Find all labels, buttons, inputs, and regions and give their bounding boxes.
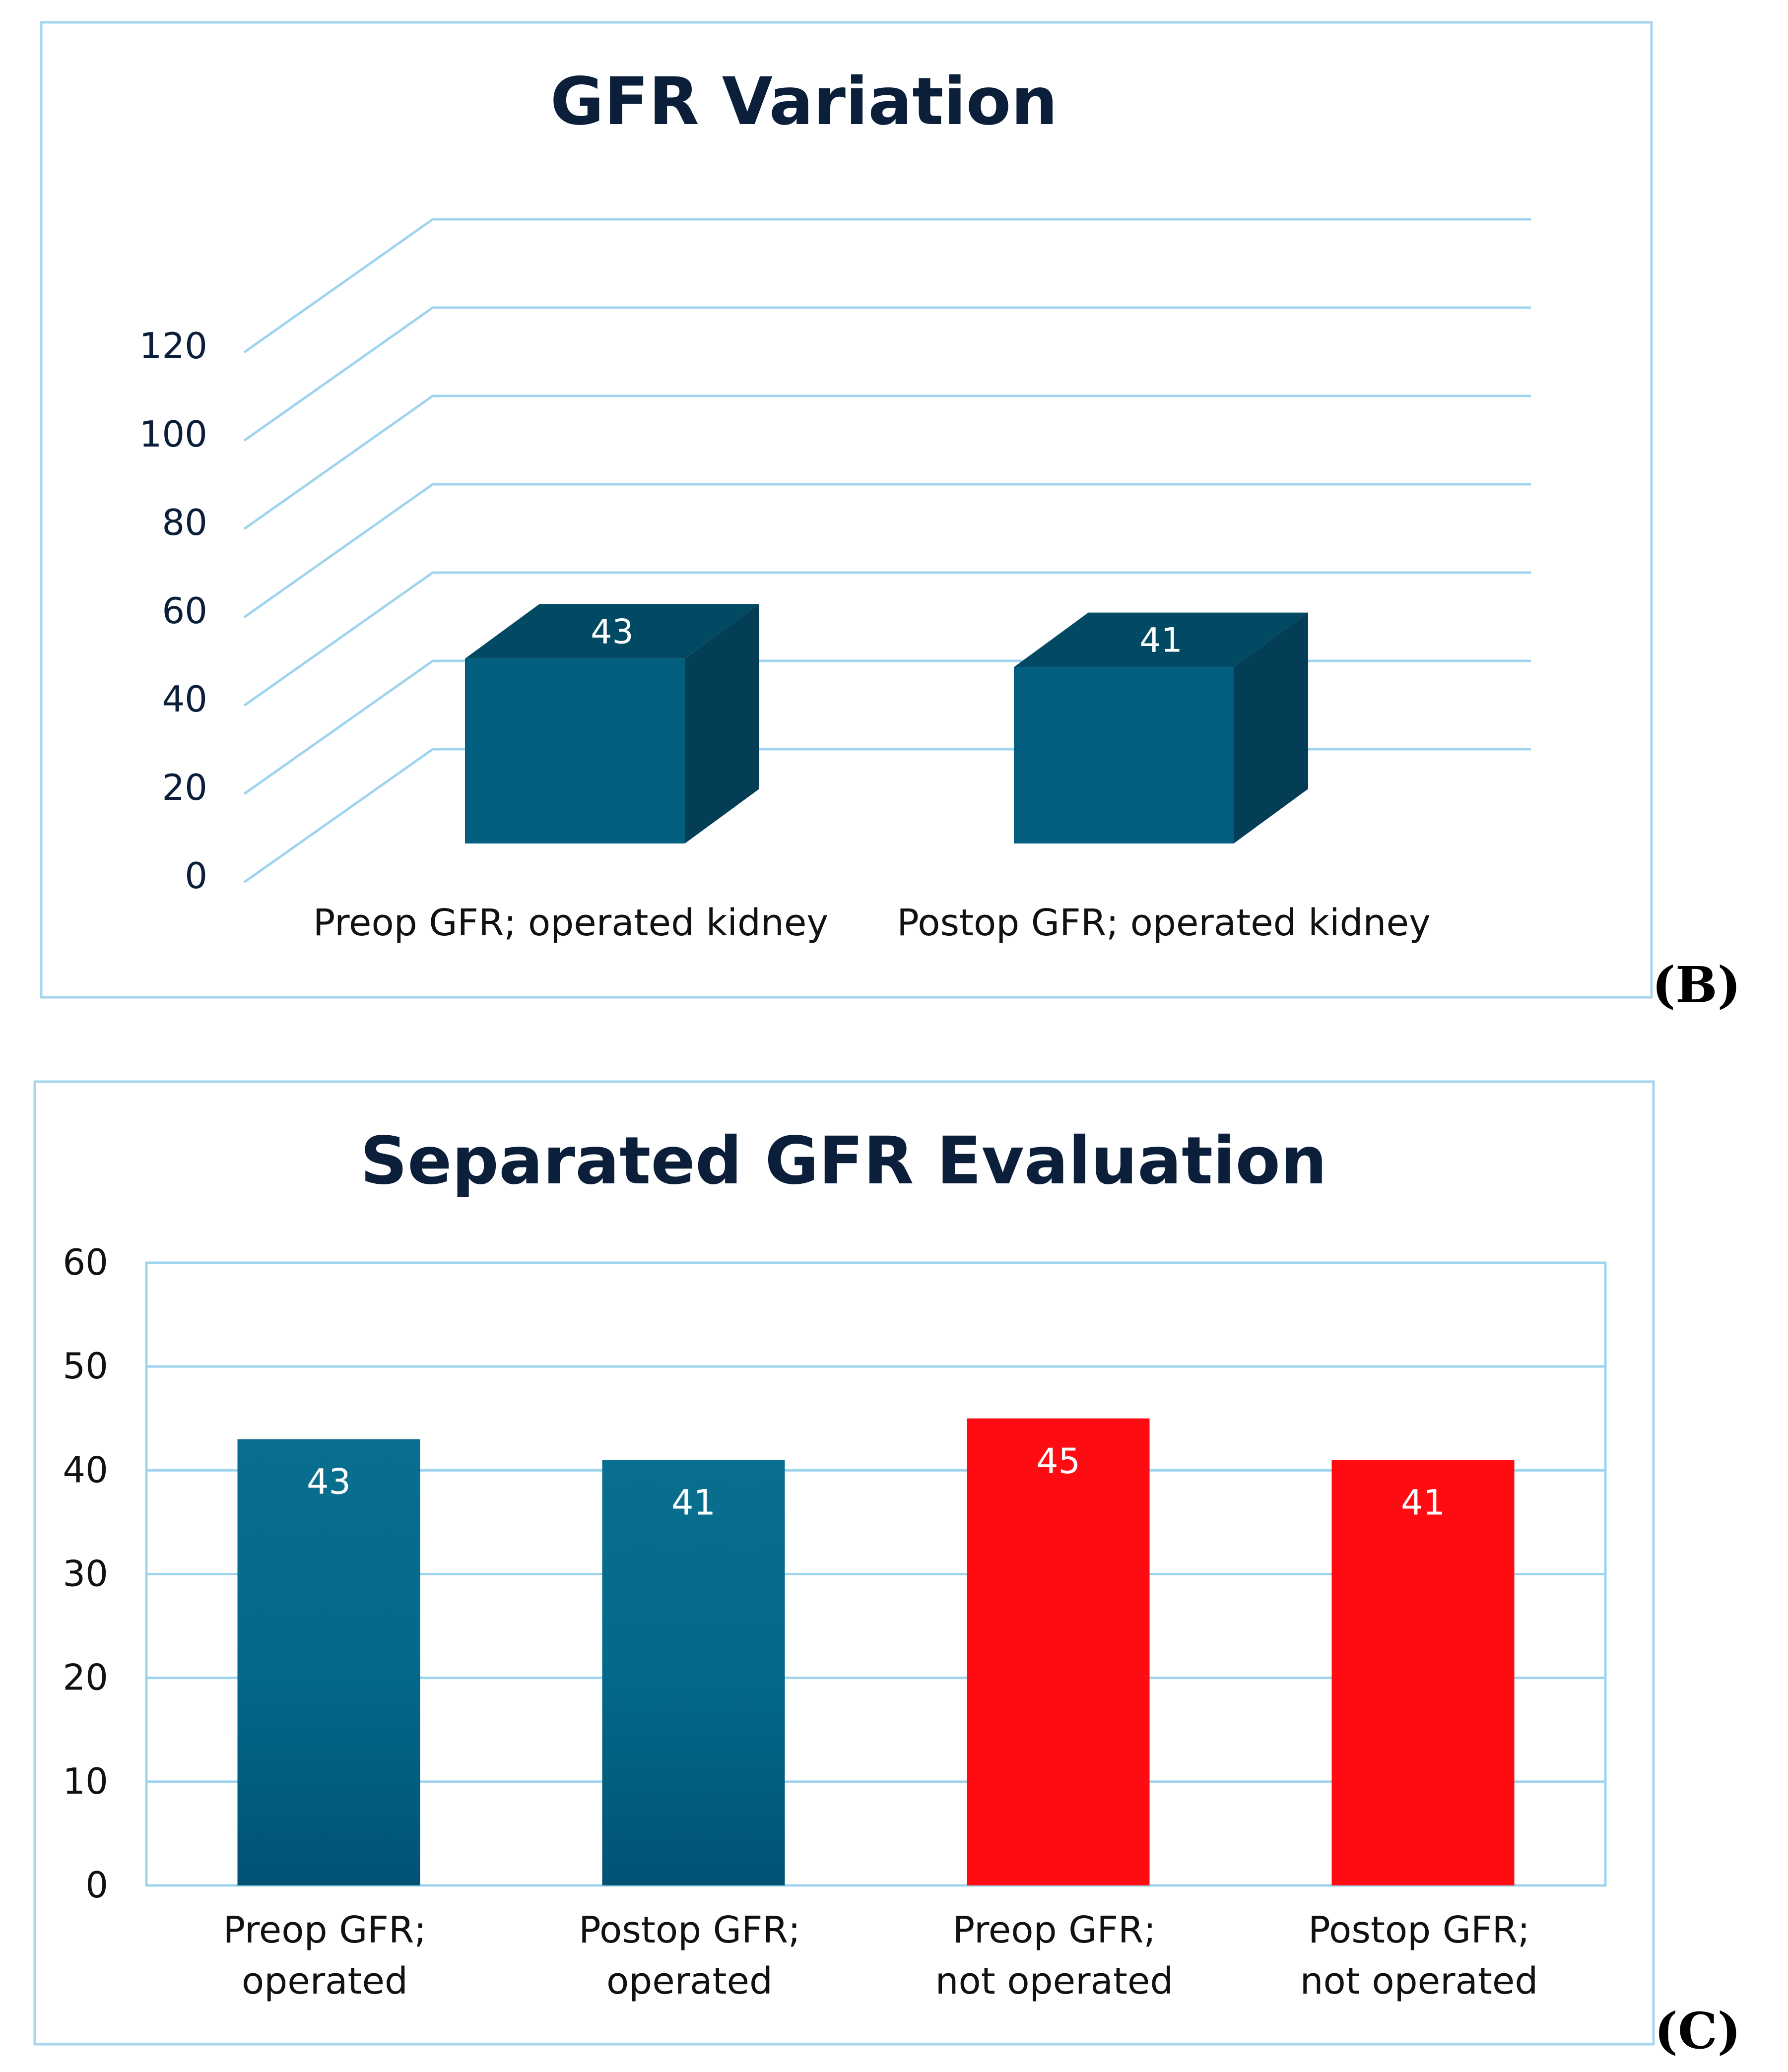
panel-c-y-tick-label: 10 <box>63 1760 108 1802</box>
panel-b: GFR Variation 0 20 40 60 80 100 120 43 41 Preop… <box>40 21 1653 999</box>
panel-c-bars: 43 41 45 41 <box>237 1418 1515 1885</box>
panel-b-gridline <box>243 218 1531 354</box>
panel-c-y-tick-label: 60 <box>63 1241 108 1283</box>
panel-b-gridline <box>243 483 1531 619</box>
panel-b-gridline <box>243 306 1531 442</box>
panel-c-category-label: not operated <box>1300 1960 1538 2003</box>
panel-b-bar-top <box>465 604 759 659</box>
panel-c-title: Separated GFR Evaluation <box>360 1123 1327 1199</box>
panel-b-gridline <box>243 394 1531 530</box>
panel-c-data-label: 45 <box>1036 1441 1080 1482</box>
panel-b-y-tick-label: 80 <box>162 502 207 543</box>
panel-c-bar <box>967 1418 1150 1885</box>
panel-c-category-label: not operated <box>935 1960 1174 2003</box>
panel-c-category-label: Postop GFR; <box>579 1909 800 1951</box>
panel-c-bar <box>602 1460 785 1885</box>
panel-c-category-label: Postop GFR; <box>1308 1909 1530 1951</box>
panel-c-data-label: 43 <box>307 1462 351 1502</box>
panel-c-category-label: operated <box>242 1960 408 2003</box>
panel-c-bar <box>237 1439 420 1885</box>
panel-b-bar-side <box>1234 612 1308 843</box>
panel-c-x-axis: Preop GFR; operated Postop GFR; operated Pre… <box>223 1909 1538 2003</box>
panel-c-bar <box>1331 1460 1515 1885</box>
panel-c-label: (C) <box>1655 2002 1741 2060</box>
panel-b-bar-top <box>1014 612 1308 667</box>
panel-c-y-tick-label: 0 <box>85 1864 108 1906</box>
panel-b-gridlines <box>243 218 1531 884</box>
panel-b-gridline <box>243 571 1531 707</box>
panel-b-title: GFR Variation <box>550 64 1058 140</box>
panel-b-data-label: 43 <box>591 612 634 651</box>
panel-b-label: (B) <box>1652 956 1741 1014</box>
panel-b-category-label: Postop GFR; operated kidney <box>897 902 1431 944</box>
panel-c-y-tick-label: 40 <box>63 1449 108 1490</box>
panel-b-category-label: Preop GFR; operated kidney <box>313 902 828 944</box>
panel-c-data-label: 41 <box>1401 1482 1445 1523</box>
panel-b-y-tick-label: 100 <box>139 413 207 455</box>
panel-c-category-label: operated <box>606 1960 773 2003</box>
panel-c-y-tick-label: 50 <box>63 1345 108 1387</box>
panel-b-y-tick-label: 20 <box>162 767 207 808</box>
panel-b-x-axis: Preop GFR; operated kidney Postop GFR; op… <box>313 902 1431 944</box>
panel-b-bar-front <box>1014 667 1234 843</box>
panel-b-bar-side <box>685 604 759 843</box>
panel-b-bar: 43 <box>465 604 759 843</box>
panel-b-y-tick-label: 120 <box>139 325 207 367</box>
panel-c: Separated GFR Evaluation 0 10 20 30 40 50 60 4… <box>33 1080 1655 2046</box>
panel-c-y-tick-label: 30 <box>63 1553 108 1595</box>
panel-c-category-label: Preop GFR; <box>223 1909 427 1951</box>
panel-b-frame <box>40 21 1653 999</box>
panel-b-bar: 41 <box>1014 612 1308 843</box>
panel-b-y-tick-label: 60 <box>162 590 207 632</box>
panel-b-bar-front <box>465 658 685 843</box>
panel-b-y-tick-label: 0 <box>185 855 207 897</box>
panel-b-y-tick-label: 40 <box>162 678 207 720</box>
panel-c-y-axis: 0 10 20 30 40 50 60 <box>63 1241 108 1906</box>
panel-c-category-label: Preop GFR; <box>953 1909 1156 1951</box>
panel-b-y-axis: 0 20 40 60 80 100 120 <box>139 325 207 897</box>
panel-c-data-label: 41 <box>671 1482 716 1523</box>
panel-b-data-label: 41 <box>1139 621 1183 660</box>
panel-b-bars: 43 41 <box>465 604 1308 843</box>
panel-c-y-tick-label: 20 <box>63 1657 108 1698</box>
